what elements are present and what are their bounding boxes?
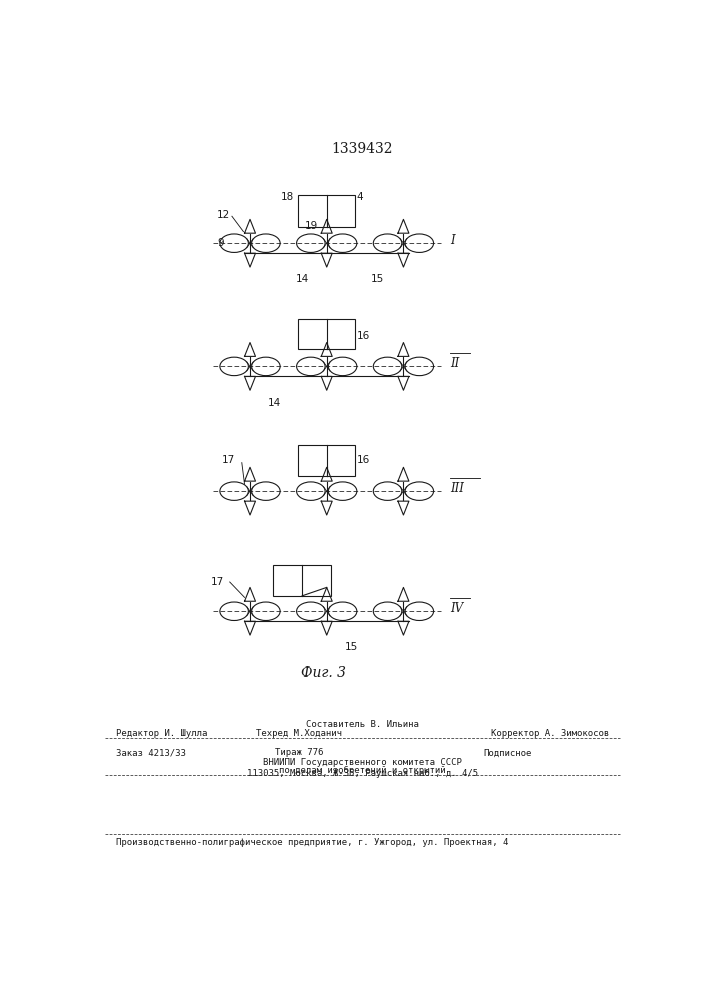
- Text: 17: 17: [211, 577, 224, 587]
- Text: Корректор А. Зимокосов: Корректор А. Зимокосов: [491, 729, 609, 738]
- Text: 16: 16: [357, 331, 370, 341]
- Text: 14: 14: [296, 274, 309, 284]
- Bar: [298, 195, 356, 227]
- Text: III: III: [450, 482, 464, 495]
- Text: Заказ 4213/33: Заказ 4213/33: [116, 748, 186, 757]
- Text: 17: 17: [222, 455, 235, 465]
- Text: I: I: [450, 234, 455, 247]
- Text: ВНИИПИ Государственного комитета СССР: ВНИИПИ Государственного комитета СССР: [263, 758, 462, 767]
- Text: 9: 9: [218, 238, 224, 248]
- Bar: [298, 319, 356, 349]
- Text: 18: 18: [281, 192, 294, 202]
- Text: Редактор И. Шулла: Редактор И. Шулла: [116, 729, 207, 738]
- Text: Тираж 776: Тираж 776: [275, 748, 324, 757]
- Text: по делам изобретений и открытий: по делам изобретений и открытий: [279, 766, 445, 775]
- Bar: [298, 445, 356, 476]
- Text: Производственно-полиграфическое предприятие, г. Ужгород, ул. Проектная, 4: Производственно-полиграфическое предприя…: [116, 838, 508, 847]
- Text: 19: 19: [305, 221, 319, 231]
- Text: Фиг. 3: Фиг. 3: [301, 666, 346, 680]
- Text: 1339432: 1339432: [332, 142, 393, 156]
- Text: 16: 16: [357, 455, 370, 465]
- Text: 15: 15: [345, 642, 358, 652]
- Text: 4: 4: [357, 192, 363, 202]
- Bar: [274, 565, 331, 596]
- Text: Техред М.Ходанич: Техред М.Ходанич: [257, 729, 342, 738]
- Text: Составитель В. Ильина: Составитель В. Ильина: [306, 720, 419, 729]
- Text: 15: 15: [370, 274, 384, 284]
- Text: 113035, Москва, Ж-35, Раушская наб., д. 4/5: 113035, Москва, Ж-35, Раушская наб., д. …: [247, 769, 478, 778]
- Text: IV: IV: [450, 602, 463, 615]
- Text: 14: 14: [268, 398, 281, 408]
- Text: Подписное: Подписное: [483, 748, 531, 757]
- Text: II: II: [450, 357, 460, 370]
- Text: 12: 12: [216, 210, 230, 220]
